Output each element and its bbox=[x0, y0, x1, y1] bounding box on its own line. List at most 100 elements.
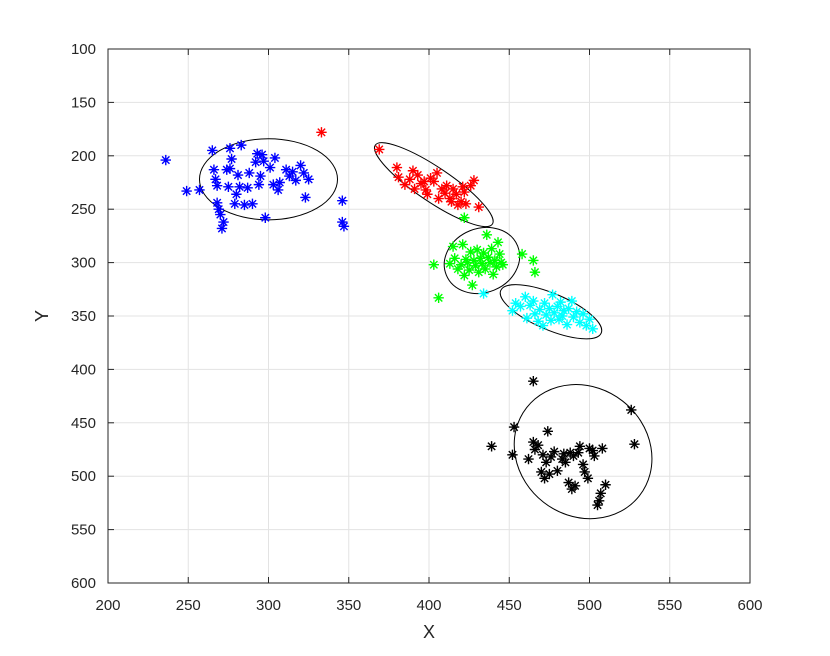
y-tick-label: 150 bbox=[71, 94, 96, 111]
cluster-ellipse bbox=[499, 284, 603, 340]
data-point bbox=[581, 320, 592, 331]
data-point bbox=[463, 264, 475, 276]
data-point bbox=[600, 479, 611, 490]
data-point bbox=[528, 375, 539, 387]
x-tick-label: 400 bbox=[416, 597, 441, 614]
data-point bbox=[577, 308, 589, 320]
data-point bbox=[537, 320, 549, 331]
data-point bbox=[231, 189, 242, 200]
data-point bbox=[510, 297, 521, 309]
x-tick-label: 350 bbox=[336, 597, 361, 614]
data-point bbox=[422, 189, 433, 200]
data-point bbox=[539, 473, 550, 484]
data-point bbox=[479, 263, 491, 275]
data-point bbox=[626, 404, 637, 416]
data-point bbox=[494, 248, 505, 260]
data-point bbox=[497, 259, 509, 270]
data-point bbox=[486, 243, 497, 254]
y-tick-label: 600 bbox=[71, 575, 96, 592]
data-point bbox=[528, 255, 539, 266]
data-point bbox=[584, 443, 595, 454]
data-point bbox=[528, 436, 539, 448]
data-point bbox=[256, 149, 268, 160]
data-point bbox=[436, 183, 448, 195]
x-tick-label: 600 bbox=[737, 597, 762, 614]
ellipse-layer bbox=[198, 138, 653, 520]
data-point bbox=[475, 253, 486, 264]
data-point bbox=[224, 143, 236, 154]
data-point bbox=[524, 300, 536, 311]
data-point bbox=[548, 446, 560, 457]
data-point bbox=[316, 127, 327, 138]
data-point bbox=[532, 316, 544, 327]
data-point bbox=[428, 259, 440, 270]
data-point bbox=[229, 198, 240, 210]
data-point bbox=[420, 184, 431, 196]
data-point bbox=[194, 184, 205, 196]
data-point bbox=[393, 171, 404, 183]
data-point bbox=[457, 239, 468, 250]
data-point bbox=[428, 176, 440, 187]
data-point bbox=[587, 445, 598, 456]
data-point bbox=[303, 174, 314, 185]
data-point bbox=[298, 167, 310, 179]
data-point bbox=[441, 180, 452, 191]
data-point bbox=[462, 257, 473, 268]
data-point bbox=[295, 160, 306, 171]
tick-layer: 200 250 300 350 400 450 500 550 600 100 150 200 250 3… bbox=[71, 41, 763, 614]
data-point bbox=[484, 257, 496, 268]
data-point bbox=[529, 308, 541, 320]
data-point bbox=[521, 312, 533, 324]
data-point bbox=[226, 153, 237, 165]
data-point bbox=[224, 163, 236, 174]
x-tick-label: 550 bbox=[657, 597, 682, 614]
data-point bbox=[545, 451, 557, 463]
data-point bbox=[447, 183, 459, 195]
data-point bbox=[539, 297, 550, 309]
data-point bbox=[468, 255, 480, 266]
data-point bbox=[211, 180, 223, 191]
data-point bbox=[213, 204, 224, 215]
x-tick-label: 200 bbox=[95, 597, 120, 614]
data-point bbox=[268, 179, 279, 190]
y-tick-label: 550 bbox=[71, 522, 96, 539]
data-point bbox=[444, 193, 456, 204]
data-point bbox=[465, 180, 476, 191]
data-point bbox=[629, 438, 640, 450]
data-point bbox=[284, 170, 295, 182]
data-point bbox=[483, 252, 494, 263]
data-point bbox=[557, 310, 568, 322]
x-axis-title: X bbox=[423, 622, 435, 642]
data-point bbox=[269, 152, 281, 164]
data-point bbox=[247, 198, 258, 210]
data-point bbox=[532, 440, 544, 451]
data-point bbox=[473, 201, 484, 213]
data-point bbox=[520, 291, 531, 302]
data-point bbox=[444, 258, 456, 269]
data-point bbox=[516, 248, 528, 260]
data-point bbox=[207, 145, 218, 156]
grid-lines bbox=[108, 49, 750, 583]
data-point bbox=[589, 450, 600, 462]
x-tick-label: 250 bbox=[176, 597, 201, 614]
data-point bbox=[595, 488, 606, 499]
cluster-ellipse bbox=[513, 384, 653, 520]
data-point bbox=[300, 192, 311, 203]
data-point bbox=[574, 441, 586, 452]
data-point bbox=[211, 197, 223, 208]
x-tick-label: 300 bbox=[256, 597, 281, 614]
data-point bbox=[404, 174, 415, 185]
data-point bbox=[579, 466, 590, 478]
data-point bbox=[399, 179, 411, 190]
data-point bbox=[409, 183, 420, 195]
data-point bbox=[260, 212, 271, 223]
data-point bbox=[239, 199, 250, 211]
data-point bbox=[337, 195, 348, 206]
data-point bbox=[536, 466, 547, 478]
data-point bbox=[280, 164, 292, 175]
data-point bbox=[478, 247, 489, 259]
data-point bbox=[223, 181, 234, 192]
data-point bbox=[555, 296, 566, 308]
data-point bbox=[540, 309, 552, 321]
data-point bbox=[534, 304, 545, 315]
